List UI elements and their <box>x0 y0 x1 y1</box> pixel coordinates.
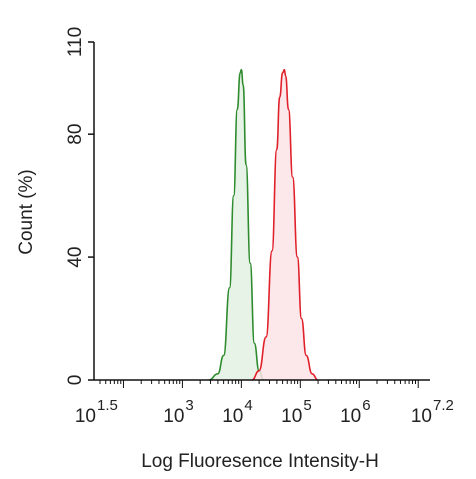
x-tick-label: 105 <box>281 397 311 427</box>
y-tick-label: 40 <box>65 247 86 268</box>
x-tick-label: 104 <box>222 397 252 427</box>
histogram-line <box>208 68 265 381</box>
y-ticks: 0 40 80 110 <box>65 27 94 385</box>
x-tick-exponent: 1.5 <box>97 397 118 414</box>
histogram-fill <box>251 69 318 381</box>
x-tick-base: 10 <box>340 406 361 427</box>
y-axis-title: Count (%) <box>16 169 37 255</box>
x-tick-exponent: 7.2 <box>433 397 454 414</box>
x-tick-label: 103 <box>163 397 193 427</box>
x-tick-base: 10 <box>75 406 96 427</box>
y-tick-label: 0 <box>65 375 86 386</box>
x-tick-label: 106 <box>340 397 370 427</box>
x-tick-exponent: 6 <box>362 397 370 414</box>
x-tick-exponent: 4 <box>244 397 252 414</box>
x-tick-base: 10 <box>222 406 243 427</box>
histogram-series-2 <box>251 68 319 381</box>
histogram-fill <box>208 69 264 381</box>
histogram-line <box>251 68 319 381</box>
series-layer <box>208 68 319 381</box>
x-tick-base: 10 <box>163 406 184 427</box>
x-tick-label: 107.2 <box>411 397 454 427</box>
x-axis-title: Log Fluoresence Intensity-H <box>141 451 379 472</box>
x-minor-ticks <box>99 380 419 388</box>
x-tick-exponent: 3 <box>185 397 193 414</box>
histogram-series-1 <box>208 68 265 381</box>
x-tick-label: 101.5 <box>75 397 118 427</box>
x-tick-base: 10 <box>411 406 432 427</box>
y-tick-label: 80 <box>65 124 86 145</box>
x-tick-base: 10 <box>281 406 302 427</box>
x-tick-exponent: 5 <box>303 397 311 414</box>
y-tick-label: 110 <box>65 27 86 57</box>
